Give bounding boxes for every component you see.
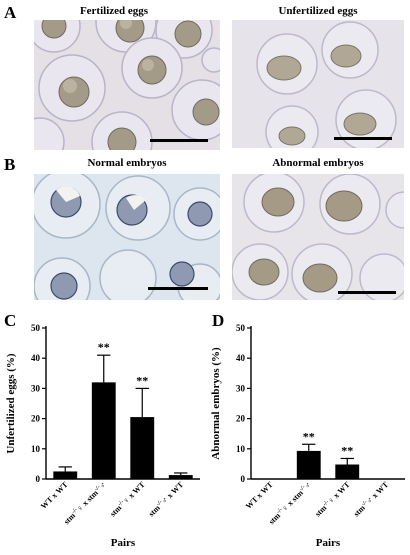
fertilized-eggs-title: Fertilized eggs: [79, 5, 149, 17]
bar: [335, 464, 360, 479]
category-label: stm-/-♂ x WT: [352, 480, 391, 519]
category-label-part: WT x WT: [39, 480, 70, 511]
category-label-part: x WT: [369, 480, 391, 502]
chart-abnormal-embryos: 0 10 20 30 40 50 Abnormal embryos (%) WT x WT **…: [205, 316, 410, 550]
category-label: WT x WT: [244, 480, 275, 511]
category-label-superscript: -/-: [117, 499, 125, 507]
category-label-superscript: -/-: [156, 499, 164, 507]
y-tick-label: 20: [31, 414, 41, 424]
category-label-part: ♀: [75, 503, 86, 514]
chart-unfertilized-eggs: 0 10 20 30 40 50 Unfertilized eggs (%) WT x WT *…: [0, 316, 205, 550]
bar: [168, 475, 193, 479]
category-label-part: x WT: [330, 480, 352, 502]
y-tick-label: 0: [36, 474, 41, 484]
category-label: stm-/-♂ x WT: [147, 480, 186, 519]
category-label-part: ♂: [98, 480, 109, 491]
significance-label: **: [136, 373, 148, 387]
y-tick-label: 50: [31, 323, 41, 333]
unfertilized-eggs-title: Unfertilized eggs: [278, 5, 358, 17]
category-label-superscript: -/-: [276, 507, 284, 515]
fertilized-eggs-photo: [34, 20, 220, 150]
x-axis-title: Pairs: [111, 537, 136, 549]
panel-letter-b: B: [4, 155, 16, 174]
y-tick-label: 50: [236, 323, 246, 333]
y-tick-label: 10: [236, 444, 246, 454]
y-tick-label: 10: [31, 444, 41, 454]
bar: [130, 417, 155, 479]
category-label-superscript: -/-: [299, 484, 307, 492]
category-label: stm-/-♀ x WT: [108, 480, 147, 519]
scale-bar: [150, 139, 208, 142]
category-label-part: ♂: [160, 495, 171, 506]
bar: [296, 450, 321, 479]
panel-letter-a: A: [4, 3, 17, 22]
y-tick-label: 40: [236, 353, 246, 363]
category-label-superscript: -/-: [71, 507, 79, 515]
chart-c-svg: 0 10 20 30 40 50 Unfertilized eggs (%) WT x WT *…: [5, 323, 200, 549]
significance-label: **: [98, 340, 110, 354]
category-label-superscript: -/-: [94, 484, 102, 492]
bar: [53, 471, 78, 479]
category-label-part: ♀: [326, 495, 337, 506]
panel-letter-c: C: [4, 311, 17, 330]
scale-bar: [334, 137, 392, 140]
category-label: WT x WT: [39, 480, 70, 511]
y-tick-label: 30: [31, 383, 41, 393]
category-label-superscript: -/-: [361, 499, 369, 507]
y-axis-title: Unfertilized eggs (%): [5, 353, 17, 454]
category-label-part: ♀: [280, 503, 291, 514]
significance-label: **: [341, 443, 353, 457]
y-tick-label: 0: [241, 474, 246, 484]
bar: [91, 382, 116, 479]
y-tick-label: 40: [31, 353, 41, 363]
y-tick-label: 30: [236, 383, 246, 393]
scale-bar: [148, 287, 208, 290]
y-axis-title: Abnormal embryos (%): [210, 347, 222, 460]
category-label-part: WT x WT: [244, 480, 275, 511]
category-label: stm-/-♀ x WT: [313, 480, 352, 519]
category-label-part: ♂: [365, 495, 376, 506]
significance-label: **: [303, 429, 315, 443]
category-label-part: x WT: [125, 480, 147, 502]
scale-bar: [338, 291, 396, 294]
y-tick-label: 20: [236, 414, 246, 424]
chart-d-svg: 0 10 20 30 40 50 Abnormal embryos (%) WT x WT **…: [210, 323, 405, 549]
normal-embryos-photo: [34, 174, 220, 300]
abnormal-embryos-title: Abnormal embryos: [272, 157, 364, 169]
unfertilized-eggs-photo: [232, 20, 404, 148]
x-axis-title: Pairs: [316, 537, 341, 549]
abnormal-embryos-photo: [232, 174, 404, 300]
normal-embryos-title: Normal embryos: [87, 157, 167, 169]
category-label-part: ♂: [303, 480, 314, 491]
category-label-superscript: -/-: [322, 499, 330, 507]
panel-letter-d: D: [212, 311, 225, 330]
category-label-part: ♀: [121, 495, 132, 506]
category-label-part: x WT: [164, 480, 186, 502]
